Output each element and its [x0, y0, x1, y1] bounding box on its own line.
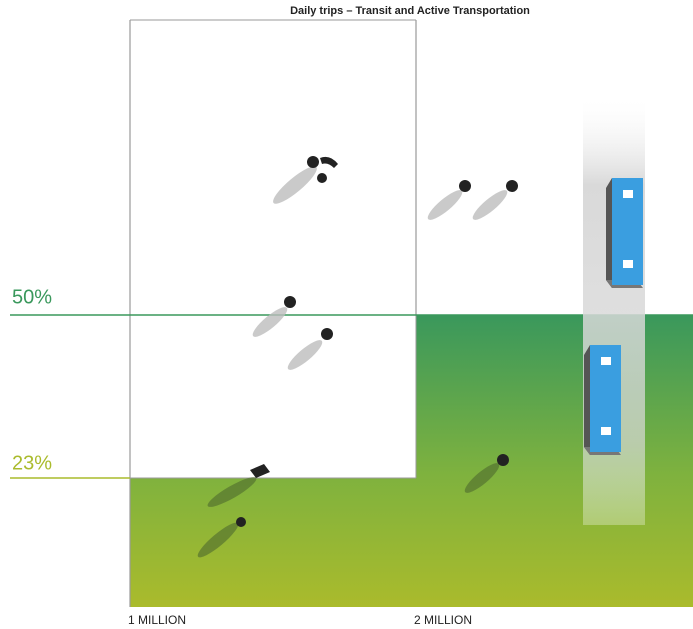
bus	[584, 345, 621, 455]
level-label: 23%	[12, 452, 52, 474]
x-label: 2 MILLION	[414, 613, 472, 627]
green-area	[130, 315, 693, 607]
shadows-dark	[197, 463, 500, 558]
people	[236, 156, 518, 527]
x-label: 1 MILLION	[128, 613, 186, 627]
level-label: 50%	[12, 286, 52, 308]
bus	[606, 178, 643, 288]
shadows	[252, 166, 508, 370]
transit-column	[583, 100, 645, 525]
title: Daily trips – Transit and Active Transpo…	[290, 5, 530, 17]
